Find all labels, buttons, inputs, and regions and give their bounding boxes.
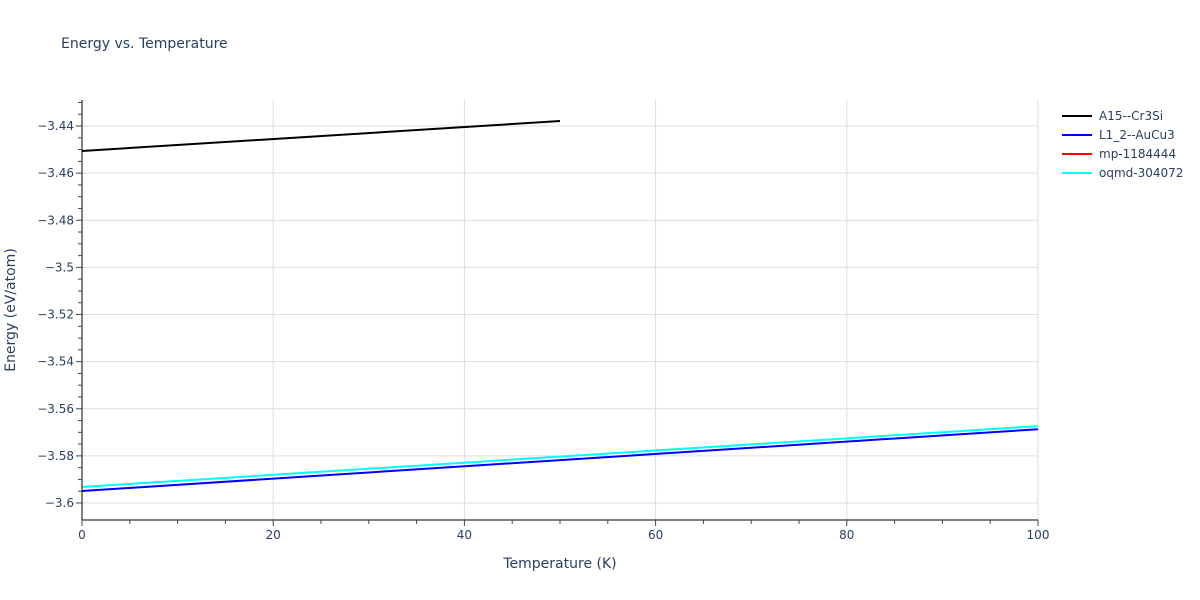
gridlines (82, 100, 1039, 520)
series-layer (81, 120, 1039, 492)
y-tick-label: −3.58 (37, 449, 74, 463)
legend: A15--Cr3Si L1_2--AuCu3 mp-1184444 oqmd-3040… (1062, 106, 1183, 182)
legend-label: oqmd-304072 (1099, 165, 1184, 180)
legend-item[interactable]: mp-1184444 (1062, 144, 1183, 163)
legend-label: mp-1184444 (1099, 146, 1177, 161)
x-tick-label: 20 (266, 528, 281, 542)
x-tick-label: 40 (457, 528, 472, 542)
legend-label: A15--Cr3Si (1099, 108, 1164, 123)
y-axis-title: Energy (eV/atom) (3, 248, 19, 372)
axes: 0 20 40 60 80 100 −3.44 −3.46 −3.48 −3.5 −3.52 −3.5… (37, 100, 1049, 542)
chart-title: Energy vs. Temperature (61, 36, 228, 52)
legend-swatch (1062, 171, 1092, 174)
legend-item[interactable]: oqmd-304072 (1062, 163, 1183, 182)
series-line-L1_2--AuCu3[interactable] (81, 428, 1039, 492)
legend-label: L1_2--AuCu3 (1099, 127, 1175, 142)
legend-item[interactable]: A15--Cr3Si (1062, 106, 1183, 125)
x-tick-label: 0 (78, 528, 86, 542)
series-line-oqmd-304072[interactable] (81, 425, 1039, 488)
y-tick-label: −3.44 (37, 119, 74, 133)
legend-swatch (1062, 152, 1092, 155)
y-tick-label: −3.48 (37, 213, 74, 227)
x-tick-label: 100 (1027, 528, 1050, 542)
legend-swatch (1062, 114, 1092, 117)
x-tick-label: 60 (648, 528, 663, 542)
y-tick-label: −3.56 (37, 402, 74, 416)
y-tick-label: −3.5 (45, 260, 74, 274)
x-tick-label: 80 (839, 528, 854, 542)
x-axis-title: Temperature (K) (502, 556, 616, 572)
series-line-A15--Cr3Si[interactable] (81, 120, 561, 152)
y-tick-label: −3.6 (45, 496, 74, 510)
legend-swatch (1062, 133, 1092, 136)
y-tick-label: −3.46 (37, 166, 74, 180)
y-tick-label: −3.54 (37, 355, 74, 369)
y-tick-label: −3.52 (37, 308, 74, 322)
legend-item[interactable]: L1_2--AuCu3 (1062, 125, 1183, 144)
